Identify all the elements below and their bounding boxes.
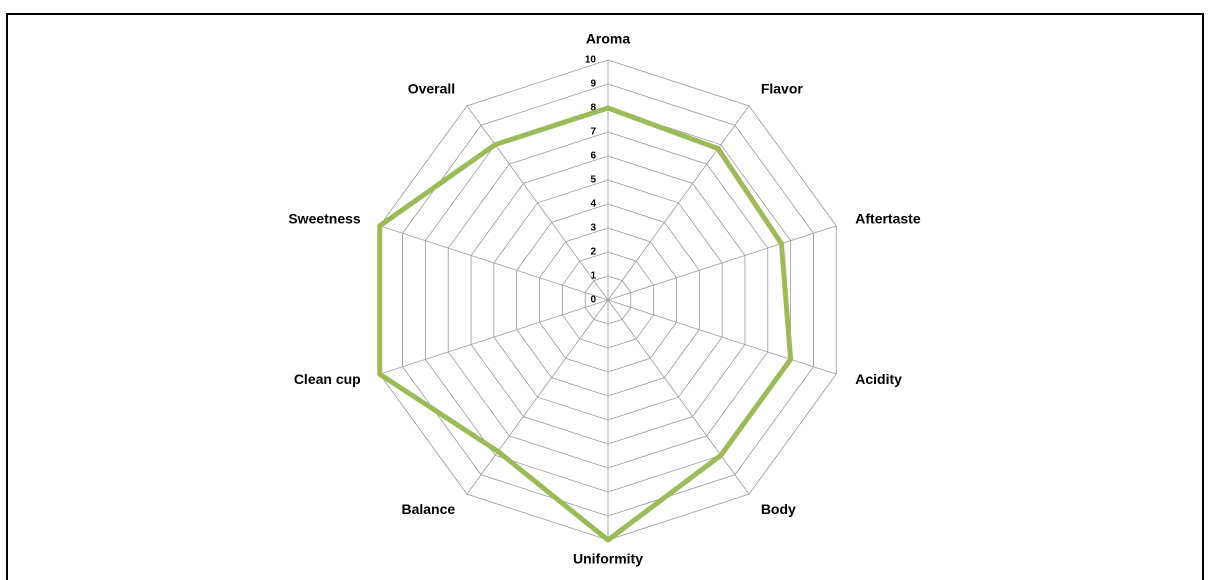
tick-label: 2	[590, 247, 596, 258]
tick-label: 10	[585, 55, 597, 66]
spoke	[607, 299, 837, 375]
category-label: Aroma	[586, 31, 631, 47]
spoke	[379, 225, 609, 301]
category-label: Sweetness	[288, 210, 361, 226]
spoke	[379, 299, 609, 375]
category-label: Clean cup	[294, 371, 361, 387]
tick-label: 5	[590, 175, 596, 186]
category-label: Uniformity	[573, 551, 643, 567]
category-label: Flavor	[761, 80, 804, 96]
tick-label: 0	[590, 295, 596, 306]
spoke	[607, 299, 750, 495]
tick-label: 6	[590, 151, 596, 162]
spoke	[607, 105, 750, 301]
tick-label: 3	[590, 223, 596, 234]
category-label: Acidity	[855, 371, 902, 387]
tick-label: 9	[590, 79, 596, 90]
category-label: Overall	[408, 80, 455, 96]
category-label: Aftertaste	[855, 210, 921, 226]
tick-label: 7	[590, 127, 596, 138]
spoke	[607, 225, 837, 301]
chart-frame	[6, 13, 1204, 580]
series-line	[377, 105, 794, 543]
tick-label: 1	[590, 271, 596, 282]
spoke	[466, 105, 609, 301]
spoke	[466, 299, 609, 495]
category-label: Body	[761, 501, 796, 517]
category-label: Balance	[401, 501, 455, 517]
tick-label: 8	[590, 103, 596, 114]
tick-label: 4	[590, 199, 596, 210]
